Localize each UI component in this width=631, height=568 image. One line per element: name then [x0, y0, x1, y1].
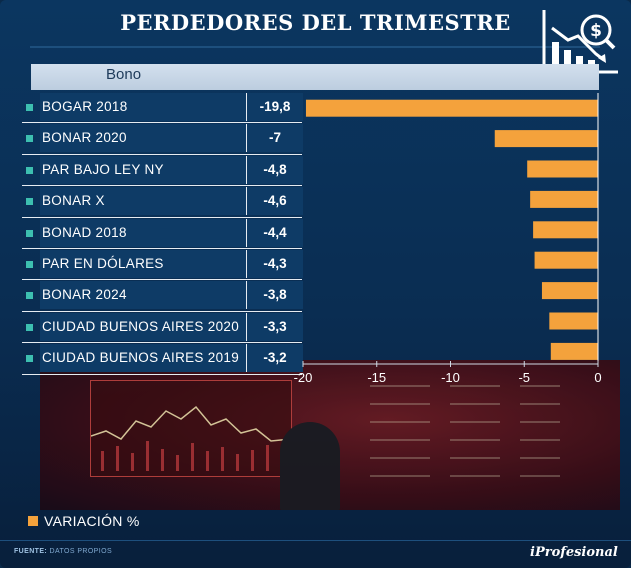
stock-board-image [90, 380, 292, 477]
person-silhouette [280, 422, 340, 510]
bar [527, 160, 598, 178]
bond-name: PAR EN DÓLARES [40, 249, 246, 278]
bar [549, 312, 598, 330]
legend: VARIACIÓN % [28, 513, 140, 529]
row-bullet [26, 198, 33, 206]
bar [541, 282, 598, 300]
x-tick-label: 0 [594, 370, 601, 385]
bond-name: BONAR X [40, 187, 246, 216]
x-tick-label: -20 [294, 370, 313, 385]
bond-name: BONAR 2020 [40, 124, 246, 153]
source-note: FUENTE: DATOS PROPIOS [14, 548, 112, 555]
bond-name: BOGAR 2018 [40, 93, 246, 121]
bar [534, 251, 598, 269]
table-row: BONAD 2018 -4,4 [22, 218, 303, 249]
legend-swatch [28, 516, 38, 526]
bar [533, 221, 598, 239]
legend-label: VARIACIÓN % [44, 513, 140, 529]
svg-text:$: $ [590, 21, 602, 41]
table-header [31, 64, 599, 90]
title-divider [30, 46, 600, 48]
table-row: BONAR 2020 -7 [22, 123, 303, 155]
table-row: CIUDAD BUENOS AIRES 2020 -3,3 [22, 312, 303, 344]
row-bullet [26, 323, 33, 331]
x-tick-label: -10 [441, 370, 460, 385]
bond-value: -3,2 [246, 344, 303, 373]
bar [550, 342, 598, 360]
table-row: CIUDAD BUENOS AIRES 2019 -3,2 [22, 343, 303, 375]
bond-value: -3,3 [246, 312, 303, 341]
x-tick-label: -5 [518, 370, 530, 385]
bond-value: -4,4 [246, 218, 303, 247]
column-header-bono: Bono [106, 66, 142, 83]
bond-value: -4,6 [246, 187, 303, 216]
bond-name: BONAD 2018 [40, 218, 246, 247]
row-bullet [26, 166, 33, 174]
bond-value: -19,8 [246, 93, 303, 121]
bond-value: -3,8 [246, 281, 303, 310]
bar [494, 130, 598, 148]
source-label: FUENTE: [14, 548, 48, 555]
row-bullet [26, 135, 33, 143]
table-row: PAR BAJO LEY NY -4,8 [22, 155, 303, 187]
table-row: BONAR X -4,6 [22, 186, 303, 218]
bond-name: PAR BAJO LEY NY [40, 155, 246, 184]
bar [530, 190, 598, 208]
chart-title: PERDEDORES DEL TRIMESTRE [120, 10, 511, 35]
bond-value: -7 [246, 124, 303, 153]
bond-name: CIUDAD BUENOS AIRES 2019 [40, 344, 246, 373]
bond-value: -4,3 [246, 249, 303, 278]
row-bullet [26, 355, 33, 363]
bond-value: -4,8 [246, 155, 303, 184]
brand-logo: iProfesional [530, 545, 618, 560]
x-tick-label: -15 [367, 370, 386, 385]
bond-name: CIUDAD BUENOS AIRES 2020 [40, 312, 246, 341]
bar-chart: -20 -15 -10 -5 0 [294, 93, 602, 385]
source-value: DATOS PROPIOS [49, 548, 113, 555]
background-photo [40, 360, 620, 510]
row-bullet [26, 104, 33, 111]
bond-name: BONAR 2024 [40, 281, 246, 310]
footer-divider [0, 540, 631, 541]
table-row: PAR EN DÓLARES -4,3 [22, 249, 303, 281]
bond-table: BOGAR 2018 -19,8 BONAR 2020 -7 PAR BAJO LEY … [22, 92, 303, 375]
ticker-board-image [370, 385, 560, 477]
row-bullet [26, 229, 33, 237]
table-row: BOGAR 2018 -19,8 [22, 92, 303, 124]
row-bullet [26, 260, 33, 268]
bar [305, 99, 598, 117]
table-row: BONAR 2024 -3,8 [22, 280, 303, 312]
row-bullet [26, 292, 33, 300]
